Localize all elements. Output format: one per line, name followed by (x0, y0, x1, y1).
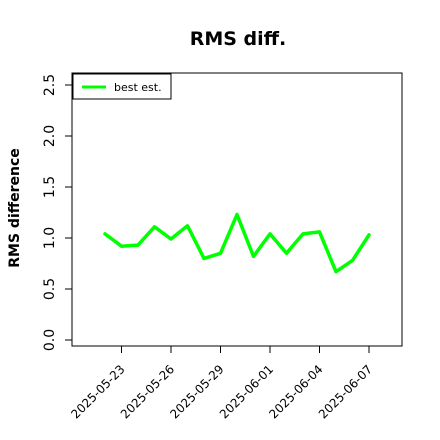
y-tick-label: 0.0 (42, 329, 58, 351)
series-layer (103, 212, 371, 274)
x-axis: 2025-05-232025-05-262025-05-292025-06-01… (68, 346, 375, 421)
y-tick-label: 2.5 (42, 74, 58, 96)
y-tick-label: 2.0 (42, 125, 58, 147)
plot-frame (71, 72, 403, 347)
series-line-best-est (103, 212, 371, 274)
y-axis-label: RMS difference (7, 148, 23, 268)
x-tick-label: 2025-06-07 (316, 362, 375, 421)
y-tick-label: 1.5 (42, 176, 58, 198)
y-tick-label: 0.5 (42, 278, 58, 300)
y-axis: 0.0 0.5 1.0 1.5 2.0 2.5 (42, 74, 72, 351)
chart-title: RMS diff. (190, 28, 287, 50)
legend: best est. (72, 73, 172, 100)
legend-label-best-est: best est. (114, 81, 162, 94)
y-tick-label: 1.0 (42, 227, 58, 249)
